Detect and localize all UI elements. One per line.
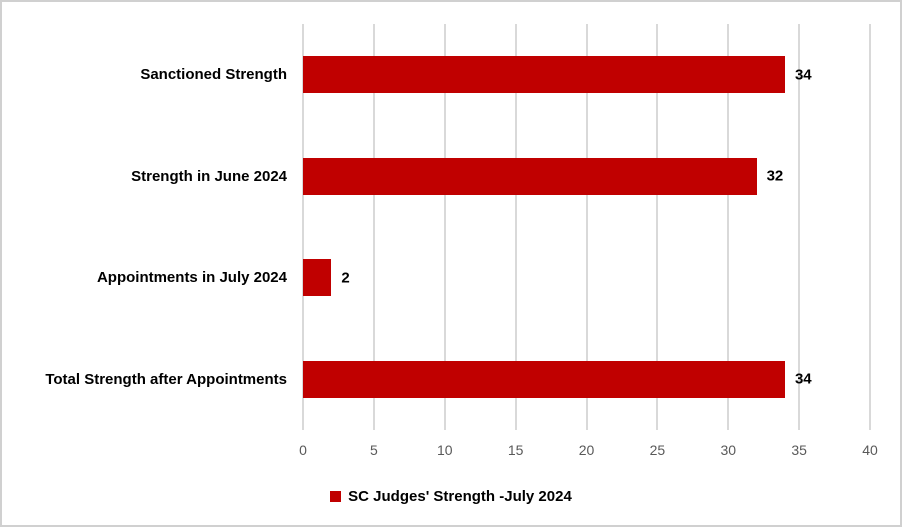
gridline: [798, 24, 801, 430]
gridline: [585, 24, 588, 430]
bar-band: 2: [303, 227, 870, 329]
x-tick-label: 15: [507, 442, 524, 458]
gridline: [302, 24, 304, 430]
gridline: [727, 24, 730, 430]
legend-marker-icon: [330, 491, 342, 502]
category-label: Sanctioned Strength: [140, 66, 287, 84]
x-tick-label: 0: [299, 442, 307, 458]
bar-band: 34: [303, 24, 870, 126]
gridline: [656, 24, 659, 430]
data-label: 34: [794, 370, 812, 388]
data-label: 32: [766, 167, 784, 185]
bar: [303, 157, 757, 195]
category-label: Appointments in July 2024: [96, 269, 287, 287]
x-tick-label: 25: [649, 442, 666, 458]
bar-band: 34: [303, 329, 870, 431]
x-axis: 0 5 10 15 20 25 30 35 40: [299, 442, 878, 462]
bar: [303, 56, 785, 94]
bar: [303, 259, 332, 297]
x-tick-label: 30: [720, 442, 737, 458]
category-label: Total Strength after Appointments: [45, 370, 287, 388]
category-label: Strength in June 2024: [131, 167, 287, 185]
x-tick-label: 10: [436, 442, 453, 458]
gridline: [514, 24, 517, 430]
legend: SC Judges' Strength -July 2024: [2, 488, 900, 505]
gridline: [869, 24, 871, 430]
gridline: [372, 24, 375, 430]
data-label: 2: [341, 269, 350, 287]
bar: [303, 360, 785, 398]
plot-area: 34 32 2 34: [302, 24, 871, 431]
x-tick-label: 35: [791, 442, 807, 458]
x-tick-label: 20: [578, 442, 595, 458]
bar-band: 32: [303, 126, 870, 228]
x-tick-label: 5: [369, 442, 378, 458]
data-label: 34: [794, 66, 812, 84]
legend-label: SC Judges' Strength -July 2024: [348, 488, 572, 505]
category-labels: Sanctioned Strength Strength in June 2024…: [2, 24, 287, 430]
gridline: [443, 24, 446, 430]
x-tick-label: 40: [862, 442, 878, 458]
